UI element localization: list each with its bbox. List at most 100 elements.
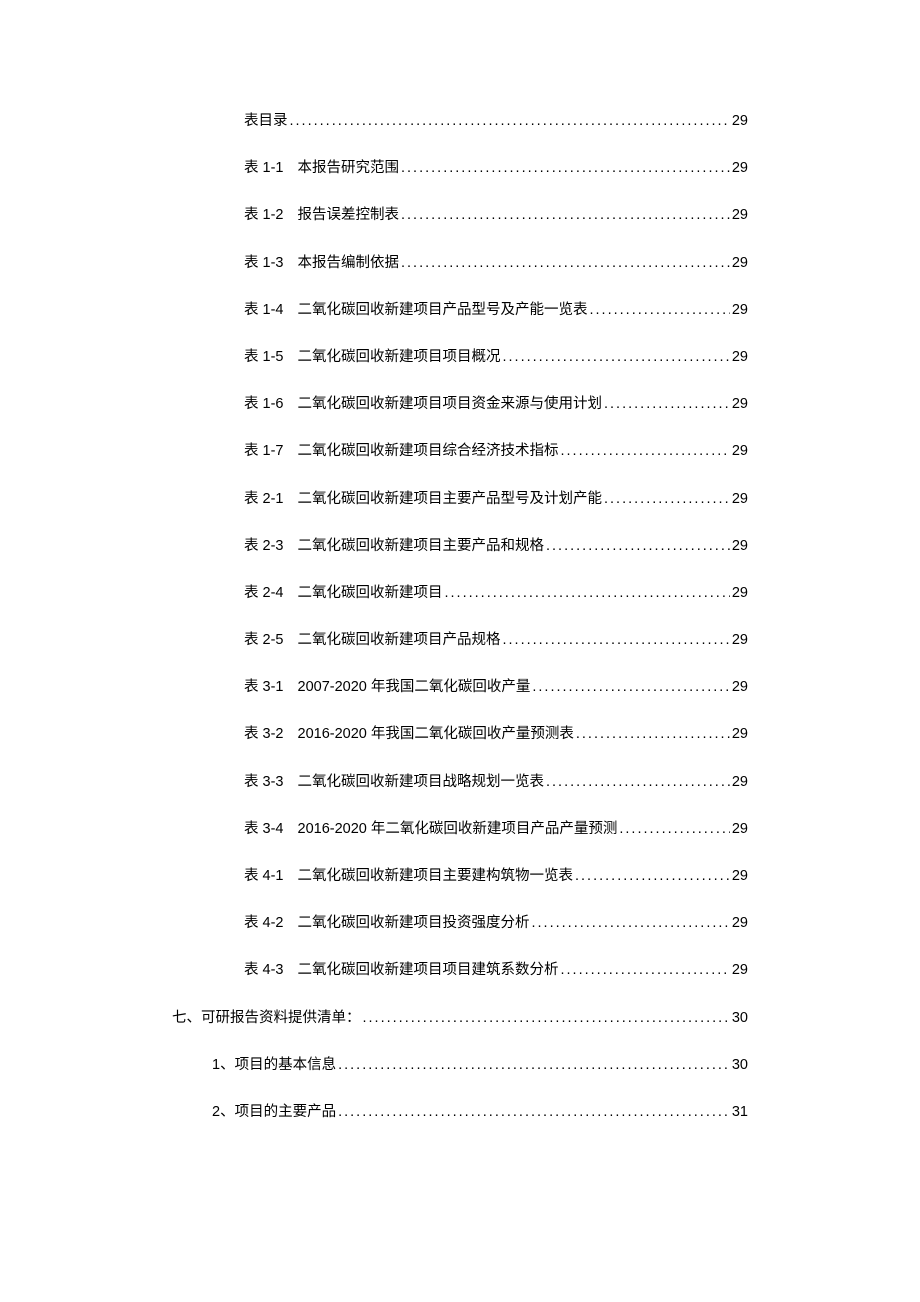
toc-page: 29 [732, 110, 748, 133]
toc-container: 表目录 29 表 1-1本报告研究范围29表 1-2报告误差控制表29表 1-3… [172, 110, 748, 1124]
toc-table-label: 表 1-5 [244, 346, 284, 369]
toc-table-label: 表 3-1 [244, 676, 284, 699]
toc-dots [363, 1007, 730, 1030]
toc-entry: 表 4-1 二氧化碳回收新建项目主要建构筑物一览表 29 [172, 865, 748, 888]
toc-page: 29 [732, 440, 748, 463]
toc-dots [604, 488, 730, 511]
toc-entry-tables-header: 表目录 29 [172, 110, 748, 133]
toc-dots [290, 110, 730, 133]
toc-dots [503, 629, 730, 652]
toc-table-title: 2016-2020 年我国二氧化碳回收产量预测表 [298, 723, 574, 746]
toc-table-title: 二氧化碳回收新建项目综合经济技术指标 [298, 440, 559, 463]
toc-page: 29 [732, 912, 748, 935]
toc-dots [546, 771, 730, 794]
toc-page: 29 [732, 959, 748, 982]
toc-dots [338, 1054, 730, 1077]
toc-entry: 表 3-2 2016-2020 年我国二氧化碳回收产量预测表 29 [172, 723, 748, 746]
toc-table-label: 表 1-3 [244, 252, 284, 275]
toc-dots [401, 157, 730, 180]
toc-table-title: 二氧化碳回收新建项目产品规格 [298, 629, 501, 652]
toc-dots [576, 723, 730, 746]
toc-entry: 表 1-2 报告误差控制表 29 [172, 204, 748, 227]
toc-table-label: 表 4-2 [244, 912, 284, 935]
toc-dots [604, 393, 730, 416]
toc-page: 29 [732, 818, 748, 841]
toc-dots [401, 204, 730, 227]
toc-entry: 表 1-6 二氧化碳回收新建项目项目资金来源与使用计划 29 [172, 393, 748, 416]
toc-page: 29 [732, 204, 748, 227]
toc-page: 29 [732, 252, 748, 275]
toc-page: 29 [732, 629, 748, 652]
toc-dots [503, 346, 730, 369]
toc-table-title: 二氧化碳回收新建项目主要产品和规格 [298, 535, 545, 558]
toc-page: 29 [732, 157, 748, 180]
toc-entry: 表 4-3 二氧化碳回收新建项目项目建筑系数分析 29 [172, 959, 748, 982]
toc-page: 29 [732, 865, 748, 888]
toc-table-label: 表 1-4 [244, 299, 284, 322]
toc-table-title: 二氧化碳回收新建项目战略规划一览表 [298, 771, 545, 794]
toc-table-title: 二氧化碳回收新建项目产品型号及产能一览表 [298, 299, 588, 322]
toc-table-title: 二氧化碳回收新建项目项目概况 [298, 346, 501, 369]
toc-table-title: 二氧化碳回收新建项目项目资金来源与使用计划 [298, 393, 603, 416]
toc-page: 29 [732, 488, 748, 511]
toc-dots [619, 818, 729, 841]
toc-dots [532, 676, 729, 699]
toc-page: 31 [732, 1101, 748, 1124]
toc-table-title: 报告误差控制表 [298, 204, 400, 227]
toc-table-title: 二氧化碳回收新建项目主要建构筑物一览表 [298, 865, 574, 888]
toc-table-title: 本报告研究范围 [298, 157, 400, 180]
toc-entry: 表 1-4二氧化碳回收新建项目产品型号及产能一览表29 [172, 299, 748, 322]
toc-dots [590, 299, 730, 322]
toc-table-title: 二氧化碳回收新建项目 [298, 582, 443, 605]
toc-entry-section-seven: 七、可研报告资料提供清单： 30 [172, 1007, 748, 1030]
toc-table-label: 表 3-2 [244, 723, 284, 746]
toc-dots [401, 252, 730, 275]
toc-entry: 表 2-3二氧化碳回收新建项目主要产品和规格29 [172, 535, 748, 558]
toc-page: 29 [732, 582, 748, 605]
toc-sub-label: 1、项目的基本信息 [212, 1054, 336, 1077]
toc-table-label: 表 1-6 [244, 393, 284, 416]
toc-table-label: 表 2-1 [244, 488, 284, 511]
toc-table-label: 表 4-3 [244, 959, 284, 982]
toc-dots [575, 865, 730, 888]
toc-table-title: 本报告编制依据 [298, 252, 400, 275]
toc-dots [532, 912, 730, 935]
toc-entry: 表 3-3 二氧化碳回收新建项目战略规划一览表 29 [172, 771, 748, 794]
toc-page: 30 [732, 1054, 748, 1077]
toc-table-label: 表 1-2 [244, 204, 284, 227]
toc-entry: 2、项目的主要产品 31 [172, 1101, 748, 1124]
toc-entry: 表 3-4 2016-2020 年二氧化碳回收新建项目产品产量预测 29 [172, 818, 748, 841]
toc-table-title: 二氧化碳回收新建项目主要产品型号及计划产能 [298, 488, 603, 511]
toc-table-label: 表 2-4 [244, 582, 284, 605]
toc-entry: 表 2-4 二氧化碳回收新建项目 29 [172, 582, 748, 605]
toc-entry: 表 4-2 二氧化碳回收新建项目投资强度分析 29 [172, 912, 748, 935]
toc-table-label: 表 1-7 [244, 440, 284, 463]
toc-entry: 表 1-7 二氧化碳回收新建项目综合经济技术指标 29 [172, 440, 748, 463]
toc-table-label: 表 3-4 [244, 818, 284, 841]
toc-dots [445, 582, 730, 605]
toc-table-title: 2016-2020 年二氧化碳回收新建项目产品产量预测 [298, 818, 618, 841]
toc-table-title: 2007-2020 年我国二氧化碳回收产量 [298, 676, 531, 699]
toc-table-label: 表 4-1 [244, 865, 284, 888]
toc-entry: 表 1-1 本报告研究范围 29 [172, 157, 748, 180]
toc-label: 七、可研报告资料提供清单： [172, 1007, 361, 1030]
toc-section-seven-subs: 1、项目的基本信息 30 2、项目的主要产品 31 [172, 1054, 748, 1124]
toc-page: 29 [732, 393, 748, 416]
toc-table-label: 表 3-3 [244, 771, 284, 794]
toc-table-title: 二氧化碳回收新建项目项目建筑系数分析 [298, 959, 559, 982]
toc-table-label: 表 1-1 [244, 157, 284, 180]
toc-entry: 表 3-1 2007-2020 年我国二氧化碳回收产量 29 [172, 676, 748, 699]
toc-dots [546, 535, 730, 558]
toc-sub-label: 2、项目的主要产品 [212, 1101, 336, 1124]
toc-page: 29 [732, 676, 748, 699]
toc-entry: 表 1-3 本报告编制依据 29 [172, 252, 748, 275]
toc-entry: 表 2-5 二氧化碳回收新建项目产品规格 29 [172, 629, 748, 652]
toc-table-entries-list: 表 1-1 本报告研究范围 29 表 1-2 报告误差控制表 29 表 1-3 本报告编制依据… [172, 157, 748, 982]
toc-page: 29 [732, 723, 748, 746]
toc-entry: 表 2-1 二氧化碳回收新建项目主要产品型号及计划产能 29 [172, 488, 748, 511]
toc-dots [561, 440, 730, 463]
toc-table-label: 表 2-5 [244, 629, 284, 652]
toc-table-title: 二氧化碳回收新建项目投资强度分析 [298, 912, 530, 935]
toc-page: 29 [732, 535, 748, 558]
toc-page: 29 [732, 771, 748, 794]
